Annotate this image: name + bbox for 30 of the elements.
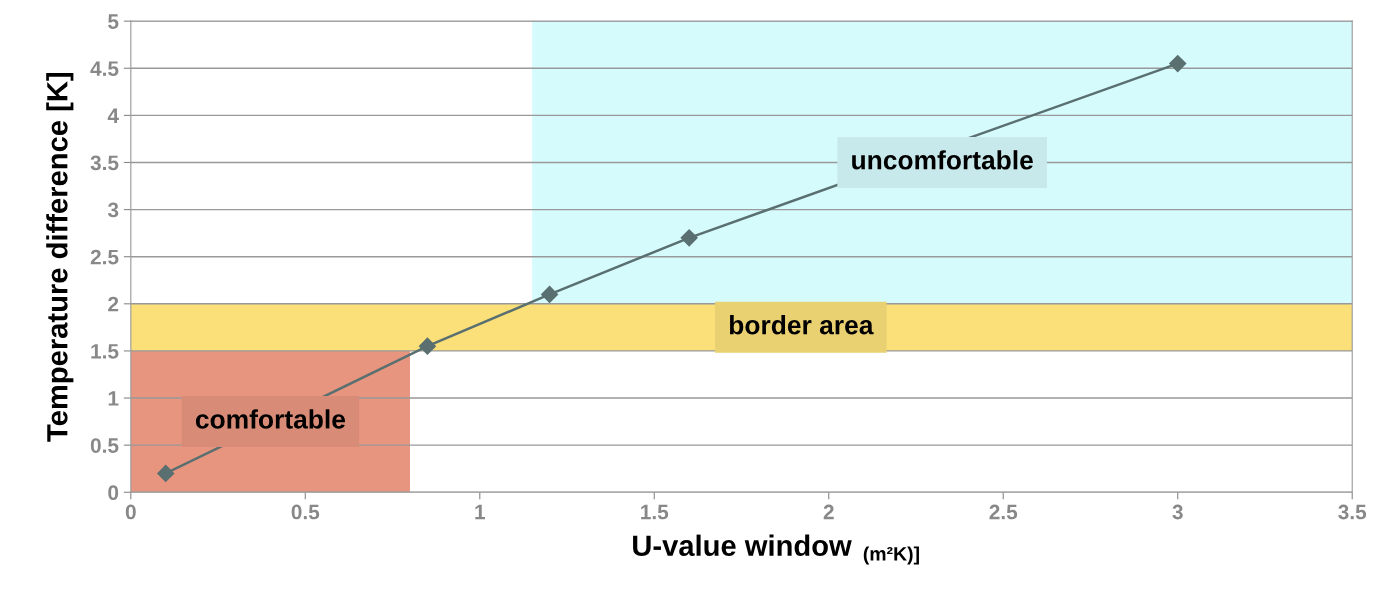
band-label: comfortable	[195, 409, 346, 429]
y-tick-label: 3	[107, 202, 119, 218]
point	[157, 464, 175, 482]
y-tick-label: 1.5	[91, 344, 119, 359]
point	[680, 229, 698, 247]
y-axis-title: Temperature difference [K]	[46, 73, 74, 442]
x-tick-label: 3.5	[1338, 504, 1367, 520]
y-tick-label: 0	[108, 485, 119, 501]
x-axis-title: U-value window	[633, 534, 852, 557]
point	[418, 337, 436, 355]
point	[541, 285, 559, 303]
text: (m²K)]	[863, 546, 919, 565]
x-tick-label: 2.5	[989, 504, 1018, 520]
x-tick-label: 0	[125, 504, 136, 520]
x-tick-label: 3	[1172, 504, 1183, 520]
x-tick-label: 2	[823, 504, 834, 520]
y-tick-label: 4.5	[90, 61, 119, 77]
y-tick-label: 2	[108, 296, 119, 312]
x-tick-label: 0.5	[291, 504, 320, 520]
band-label: uncomfortable	[852, 150, 1033, 170]
x-tick-label: 1.5	[641, 504, 669, 520]
point	[1169, 54, 1187, 73]
y-tick-label: 2.5	[90, 249, 119, 265]
y-tick-label: 5	[108, 14, 119, 29]
x-tick-label: 1	[475, 504, 485, 520]
y-tick-label: 1	[108, 391, 119, 406]
y-tick-label: 4	[107, 108, 119, 123]
y-tick-label: 0.5	[90, 438, 119, 453]
y-tick-label: 3.5	[90, 155, 119, 171]
band-label: border area	[729, 315, 874, 335]
